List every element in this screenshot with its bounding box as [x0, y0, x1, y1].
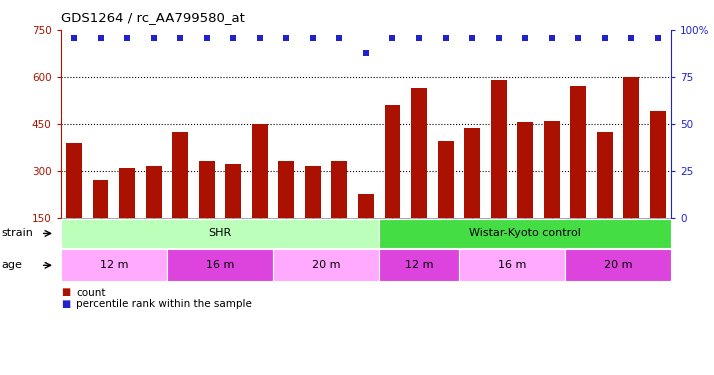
Point: [228, 34, 239, 40]
Bar: [66, 142, 82, 264]
Text: strain: strain: [1, 228, 34, 238]
Point: [546, 34, 558, 40]
Point: [625, 34, 637, 40]
Bar: [146, 166, 161, 264]
Point: [520, 34, 531, 40]
Point: [254, 34, 266, 40]
Point: [333, 34, 345, 40]
Bar: [225, 164, 241, 264]
Bar: [252, 124, 268, 264]
Point: [387, 34, 398, 40]
Bar: [172, 132, 188, 264]
Point: [307, 34, 318, 40]
Point: [174, 34, 186, 40]
Bar: [411, 88, 427, 264]
Text: SHR: SHR: [208, 228, 231, 238]
Text: 20 m: 20 m: [312, 260, 341, 270]
Point: [573, 34, 584, 40]
Text: 20 m: 20 m: [604, 260, 633, 270]
Point: [466, 34, 478, 40]
Bar: [119, 168, 135, 264]
Bar: [93, 180, 109, 264]
Bar: [358, 194, 374, 264]
Bar: [597, 132, 613, 264]
Text: GDS1264 / rc_AA799580_at: GDS1264 / rc_AA799580_at: [61, 11, 245, 24]
Bar: [464, 128, 480, 264]
Point: [599, 34, 610, 40]
Bar: [570, 86, 586, 264]
Point: [121, 34, 133, 40]
Text: ■: ■: [61, 299, 70, 309]
Point: [413, 34, 425, 40]
Bar: [385, 105, 401, 264]
Bar: [305, 166, 321, 264]
Point: [652, 34, 663, 40]
Bar: [491, 80, 507, 264]
Text: age: age: [1, 260, 22, 270]
Point: [493, 34, 504, 40]
Text: 12 m: 12 m: [405, 260, 433, 270]
Text: percentile rank within the sample: percentile rank within the sample: [76, 299, 252, 309]
Bar: [517, 122, 533, 264]
Bar: [650, 111, 666, 264]
Text: 16 m: 16 m: [206, 260, 234, 270]
Point: [148, 34, 159, 40]
Point: [95, 34, 106, 40]
Bar: [544, 121, 560, 264]
Bar: [438, 141, 453, 264]
Text: 16 m: 16 m: [498, 260, 526, 270]
Point: [360, 50, 371, 55]
Bar: [623, 77, 639, 264]
Point: [69, 34, 80, 40]
Point: [440, 34, 451, 40]
Bar: [331, 161, 347, 264]
Bar: [198, 161, 215, 264]
Text: 12 m: 12 m: [99, 260, 128, 270]
Bar: [278, 161, 294, 264]
Point: [281, 34, 292, 40]
Text: ■: ■: [61, 288, 70, 297]
Point: [201, 34, 212, 40]
Text: Wistar-Kyoto control: Wistar-Kyoto control: [469, 228, 581, 238]
Text: count: count: [76, 288, 106, 297]
